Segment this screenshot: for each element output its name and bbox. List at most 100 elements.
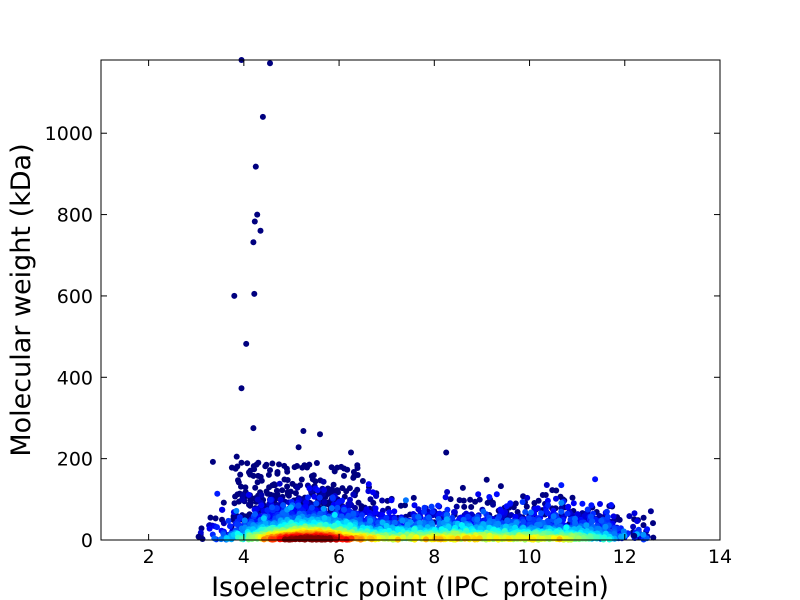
data-point (241, 517, 248, 524)
data-point (276, 461, 282, 468)
data-point (610, 513, 617, 520)
data-point (402, 497, 409, 504)
data-point (524, 494, 531, 501)
data-point (451, 509, 457, 515)
data-point (328, 505, 335, 512)
data-point (218, 536, 225, 543)
data-point (320, 505, 327, 512)
data-point (650, 520, 656, 527)
data-point (277, 496, 284, 503)
data-point (461, 535, 468, 542)
data-point (252, 511, 258, 518)
data-point (341, 506, 347, 513)
data-point (558, 482, 565, 489)
data-point (444, 489, 451, 495)
data-point (520, 518, 527, 525)
data-point (321, 499, 328, 506)
data-point (634, 518, 641, 525)
data-point (569, 494, 576, 501)
data-point (316, 494, 323, 501)
data-point (572, 515, 578, 522)
data-point (234, 521, 241, 528)
data-point (558, 499, 565, 506)
data-point (486, 494, 493, 500)
data-point (341, 465, 348, 472)
data-point (367, 496, 374, 503)
data-point (233, 507, 240, 514)
data-point (305, 494, 311, 501)
data-point (314, 487, 321, 494)
data-point (252, 484, 259, 491)
data-point (258, 492, 265, 499)
data-point (294, 484, 301, 491)
data-point (321, 487, 328, 493)
data-point (301, 462, 308, 469)
data-point (512, 513, 519, 520)
data-point (365, 481, 372, 488)
data-point (519, 499, 526, 505)
data-point (640, 522, 647, 529)
data-point (522, 509, 529, 515)
data-point (490, 501, 496, 508)
data-point (564, 510, 571, 517)
data-point (220, 499, 227, 506)
data-point (556, 517, 563, 524)
data-point (404, 521, 411, 528)
data-point (428, 503, 435, 510)
data-point (467, 496, 474, 503)
data-point (544, 497, 551, 504)
data-point (379, 497, 386, 504)
data-point (247, 496, 254, 503)
data-point (570, 500, 577, 507)
data-point (640, 514, 647, 521)
data-point (206, 525, 213, 532)
data-point (303, 499, 309, 506)
data-point (432, 535, 439, 542)
data-point (339, 485, 346, 492)
data-point (468, 504, 475, 510)
data-point (461, 503, 468, 510)
data-point (558, 508, 565, 515)
data-point (603, 508, 610, 515)
data-point (397, 502, 404, 509)
data-point (279, 487, 286, 494)
data-point (388, 497, 395, 504)
data-point (602, 523, 609, 530)
data-point (246, 501, 252, 508)
data-point (365, 488, 372, 495)
data-point (283, 465, 290, 472)
data-point (368, 536, 375, 543)
data-point (350, 510, 357, 517)
data-point (284, 483, 291, 490)
data-point (276, 480, 283, 487)
data-point (310, 472, 317, 479)
data-point (493, 491, 500, 498)
data-point (251, 506, 258, 513)
data-point (528, 509, 534, 516)
data-point (350, 469, 357, 475)
data-point (574, 511, 581, 518)
data-point (237, 471, 244, 478)
data-point (246, 470, 253, 476)
data-point (437, 536, 444, 543)
data-point (346, 485, 353, 492)
data-point (395, 526, 401, 533)
data-point (287, 504, 294, 511)
data-point (198, 525, 205, 532)
data-point (329, 494, 336, 501)
data-point (334, 464, 341, 471)
data-point (306, 461, 313, 468)
data-point (454, 535, 461, 542)
data-point (474, 516, 481, 523)
data-point (350, 491, 357, 498)
data-point (234, 491, 241, 498)
data-point (311, 493, 318, 500)
data-point (212, 515, 219, 522)
data-point (415, 513, 422, 520)
data-point (345, 512, 352, 519)
data-point (453, 503, 460, 510)
data-point (505, 536, 512, 542)
data-point (563, 524, 570, 531)
data-point (539, 535, 546, 542)
